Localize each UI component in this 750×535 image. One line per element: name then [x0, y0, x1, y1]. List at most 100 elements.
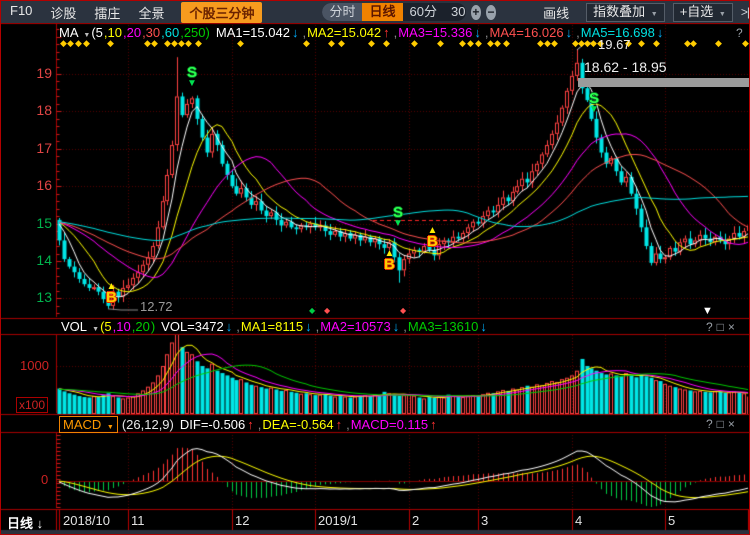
signal-diamond-icon: ◆: [578, 38, 585, 48]
index-overlay-dropdown[interactable]: 指数叠加 ▼: [586, 2, 665, 22]
signal-diamond-icon: ◆: [503, 38, 510, 48]
buy-signal-label: B: [106, 289, 117, 306]
draw-line-button[interactable]: 画线: [543, 5, 570, 21]
signal-diamond-icon: ◆: [383, 38, 390, 48]
ma-header-param-0: (5: [91, 25, 103, 40]
up-arrow-icon: ↑: [335, 417, 343, 432]
vol-header: VOL ▼ (5,10,20) VOL=3472 ↓, MA1=8115 ↓, MA2=10…: [61, 319, 490, 334]
bottom-axis-bar: 日线 ↓ 2018/10 11 12 2019/1 2 3 4 5: [1, 510, 749, 532]
x-axis-label: 2019/1: [318, 513, 358, 528]
up-arrow-icon: ↑: [430, 417, 437, 432]
ma-header-param-5: ,250): [180, 25, 210, 40]
signal-marker-B-4: ▲ B: [384, 248, 395, 272]
signal-diamond-icon: ◆: [67, 38, 74, 48]
tab-period-1[interactable]: 日线: [362, 3, 403, 21]
signal-diamond-icon: ◆: [237, 38, 244, 48]
add-watchlist-label: +自选: [679, 3, 714, 19]
signal-diamond-icon: ◆: [324, 306, 331, 315]
macd-header-value-1: DEA=-0.564: [262, 417, 334, 432]
sell-arrow-icon: ▼: [589, 104, 599, 115]
ma-header-sep: ,: [393, 25, 398, 40]
signal-diamond-icon: ◆: [303, 38, 310, 48]
chevron-down-icon: ▼: [106, 424, 114, 431]
scroll-more-icon[interactable]: ▼: [702, 305, 713, 317]
tab-period-2[interactable]: 60分: [409, 4, 437, 19]
index-overlay-label: 指数叠加: [593, 3, 646, 19]
signal-diamond-icon: ◆: [544, 38, 551, 48]
tab-period-0[interactable]: 分时: [322, 3, 363, 21]
macd-header-name[interactable]: MACD ▼: [59, 416, 118, 433]
ma-header-param-2: ,20: [122, 25, 142, 40]
bottom-period-label[interactable]: 日线 ↓: [7, 516, 44, 531]
x-axis-label: 2018/10: [63, 513, 110, 528]
signal-diamond-icon: ◆: [467, 38, 474, 48]
collapse-panel-icon[interactable]: >|: [740, 5, 749, 19]
zoom-in-button[interactable]: +: [470, 4, 481, 20]
ma-header-sep: ,: [576, 25, 580, 40]
menu-item-2[interactable]: 擂庄: [94, 5, 121, 21]
macd-header: MACD ▼ (26,12,9) DIF=-0.506 ↑, DEA=-0.564 ↑, M…: [59, 416, 440, 433]
tab-period-3[interactable]: 30分: [450, 4, 466, 19]
x-axis-label: 2: [412, 513, 420, 528]
signal-diamond-icon: ◆: [684, 38, 691, 48]
signal-diamond-icon: ◆: [597, 38, 604, 48]
volume-unit-label: x100: [16, 397, 49, 413]
macd-zero-label: 0: [41, 472, 49, 487]
menu-item-3[interactable]: 全景: [138, 5, 165, 21]
price-axis-label: 14: [36, 252, 52, 268]
ma-header-value-0: MA1=15.042: [215, 25, 290, 40]
vol-pane-icons[interactable]: ?□×: [706, 320, 739, 334]
ma-header-value-1: MA2=15.042: [307, 25, 382, 40]
vol-header-value-1: MA1=8115: [240, 319, 304, 334]
chevron-down-icon: ▼: [83, 32, 91, 39]
menu-item-0[interactable]: F10: [10, 2, 33, 18]
vol-header-sep: ,: [315, 319, 320, 334]
ma-header-param-1: ,10: [103, 25, 122, 40]
price-axis-label: 17: [36, 139, 52, 156]
main-pane-help-icon[interactable]: ?: [736, 26, 747, 40]
down-arrow-icon: ↓: [392, 319, 400, 334]
vol-header-value-0: VOL=3472: [161, 319, 224, 334]
signal-diamond-icon: ◆: [625, 38, 632, 48]
signal-diamond-icon: ◆: [309, 306, 316, 315]
ma-header-value-4: MA5=16.698: [580, 25, 655, 40]
vol-header-sep: ,: [236, 319, 240, 334]
signal-diamond-icon: ◆: [494, 38, 501, 48]
vol-header-value-2: MA2=10573: [320, 319, 391, 334]
buy-signal-label: B: [427, 233, 438, 250]
down-arrow-icon: ↓: [305, 319, 312, 334]
ma-header-name[interactable]: MA ▼: [59, 25, 91, 40]
vol-header-name[interactable]: VOL ▼: [61, 319, 100, 334]
sell-arrow-icon: ▼: [187, 78, 197, 89]
ma-header-sep: ,: [484, 25, 489, 40]
chart-canvas[interactable]: [1, 23, 749, 534]
sell-arrow-icon: ▼: [393, 218, 403, 229]
sell-signal-label: S: [393, 204, 404, 221]
signal-diamond-icon: ◆: [690, 38, 697, 48]
x-axis-label: 5: [668, 513, 676, 528]
volume-axis-label: 1000: [20, 358, 49, 373]
macd-header-param-0: (26,12,9): [121, 417, 174, 432]
signal-diamond-icon: ◆: [551, 38, 558, 48]
zoom-out-button[interactable]: −: [485, 4, 497, 20]
macd-pane-icons[interactable]: ?□×: [706, 417, 739, 431]
chevron-down-icon: ▼: [718, 10, 726, 18]
stock-3min-button[interactable]: 个股三分钟: [181, 1, 263, 23]
menu-item-1[interactable]: 诊股: [50, 5, 77, 21]
ma-header-param-3: ,30: [142, 25, 161, 40]
down-arrow-icon: ↓: [225, 319, 233, 334]
signal-diamond-icon: ◆: [368, 38, 375, 48]
signal-marker-B-5: ▲ B: [427, 225, 438, 250]
signal-diamond-icon: ◆: [144, 38, 151, 48]
buy-arrow-icon: ▲: [106, 281, 117, 292]
signal-diamond-icon: ◆: [107, 38, 114, 48]
signal-diamond-icon: ◆: [338, 38, 345, 48]
down-arrow-icon: ↓: [291, 25, 299, 40]
vol-header-param-0: (5: [100, 319, 112, 334]
x-axis-label: 3: [481, 513, 489, 528]
down-arrow-icon: ↓: [480, 319, 487, 334]
chevron-down-icon: ▼: [650, 10, 658, 18]
up-arrow-icon: ↑: [247, 417, 254, 432]
add-watchlist-dropdown[interactable]: +自选 ▼: [672, 2, 733, 22]
